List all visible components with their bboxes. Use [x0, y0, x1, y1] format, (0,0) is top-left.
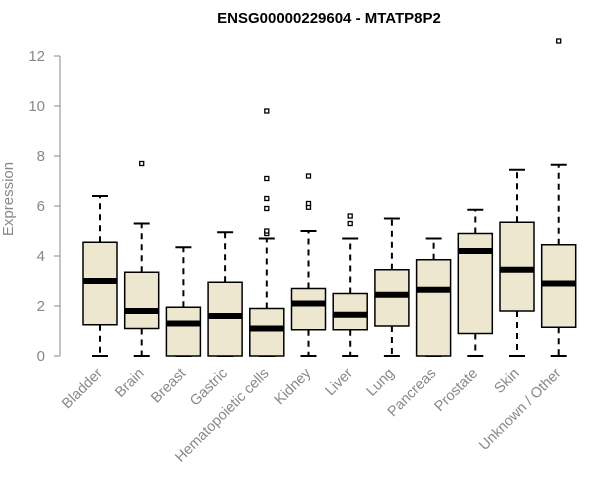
outlier-point	[347, 220, 353, 227]
outlier-point	[264, 228, 270, 234]
iqr-box	[499, 221, 535, 312]
outlier-point	[305, 200, 312, 207]
box-kidney	[290, 173, 327, 357]
box-pancreas	[415, 237, 452, 357]
outlier-point	[264, 108, 270, 114]
outlier-point	[347, 213, 353, 219]
box-unknown-other	[540, 38, 577, 357]
y-tick-label: 8	[37, 148, 45, 165]
iqr-box	[415, 259, 452, 357]
outlier-point	[139, 160, 145, 167]
y-axis-label: Expression	[0, 162, 17, 236]
y-axis-ticks: 0 2 4 6 8 10 12	[28, 48, 60, 365]
chart-title: ENSG00000229604 - MTATP8P2	[217, 10, 441, 27]
x-tick-label: Bladder	[59, 365, 106, 412]
y-tick-label: 4	[37, 248, 45, 265]
iqr-box	[249, 307, 285, 357]
x-tick-label: Skin	[492, 366, 523, 397]
outlier-point	[556, 38, 562, 44]
y-tick-label: 0	[37, 348, 45, 365]
outlier-point	[264, 175, 270, 182]
box-brain	[123, 160, 160, 357]
iqr-box	[332, 292, 368, 331]
iqr-box	[374, 269, 410, 327]
box-liver	[332, 213, 368, 357]
box-group	[82, 38, 577, 357]
x-tick-label: Liver	[322, 365, 356, 399]
y-tick-label: 2	[37, 298, 45, 315]
outlier-point	[264, 195, 270, 202]
y-tick-label: 12	[28, 48, 45, 65]
y-tick-label: 10	[28, 98, 45, 115]
box-gastric	[207, 231, 243, 357]
x-tick-label: Brain	[112, 366, 147, 401]
iqr-box	[207, 281, 243, 357]
x-tick-label: Lung	[364, 366, 398, 400]
box-prostate	[457, 208, 494, 357]
box-lung	[374, 217, 410, 357]
box-skin	[499, 168, 535, 357]
x-tick-label: Kidney	[272, 365, 315, 408]
outlier-point	[305, 173, 312, 179]
y-tick-label: 6	[37, 198, 45, 215]
iqr-box	[123, 271, 160, 330]
x-tick-label: Prostate	[432, 366, 481, 415]
iqr-box	[165, 306, 202, 357]
iqr-box	[290, 287, 327, 331]
x-tick-label: Breast	[148, 366, 189, 407]
box-hematopoietic-cells	[249, 108, 285, 357]
outlier-point	[264, 205, 270, 212]
box-bladder	[82, 195, 118, 357]
box-breast	[165, 246, 202, 357]
